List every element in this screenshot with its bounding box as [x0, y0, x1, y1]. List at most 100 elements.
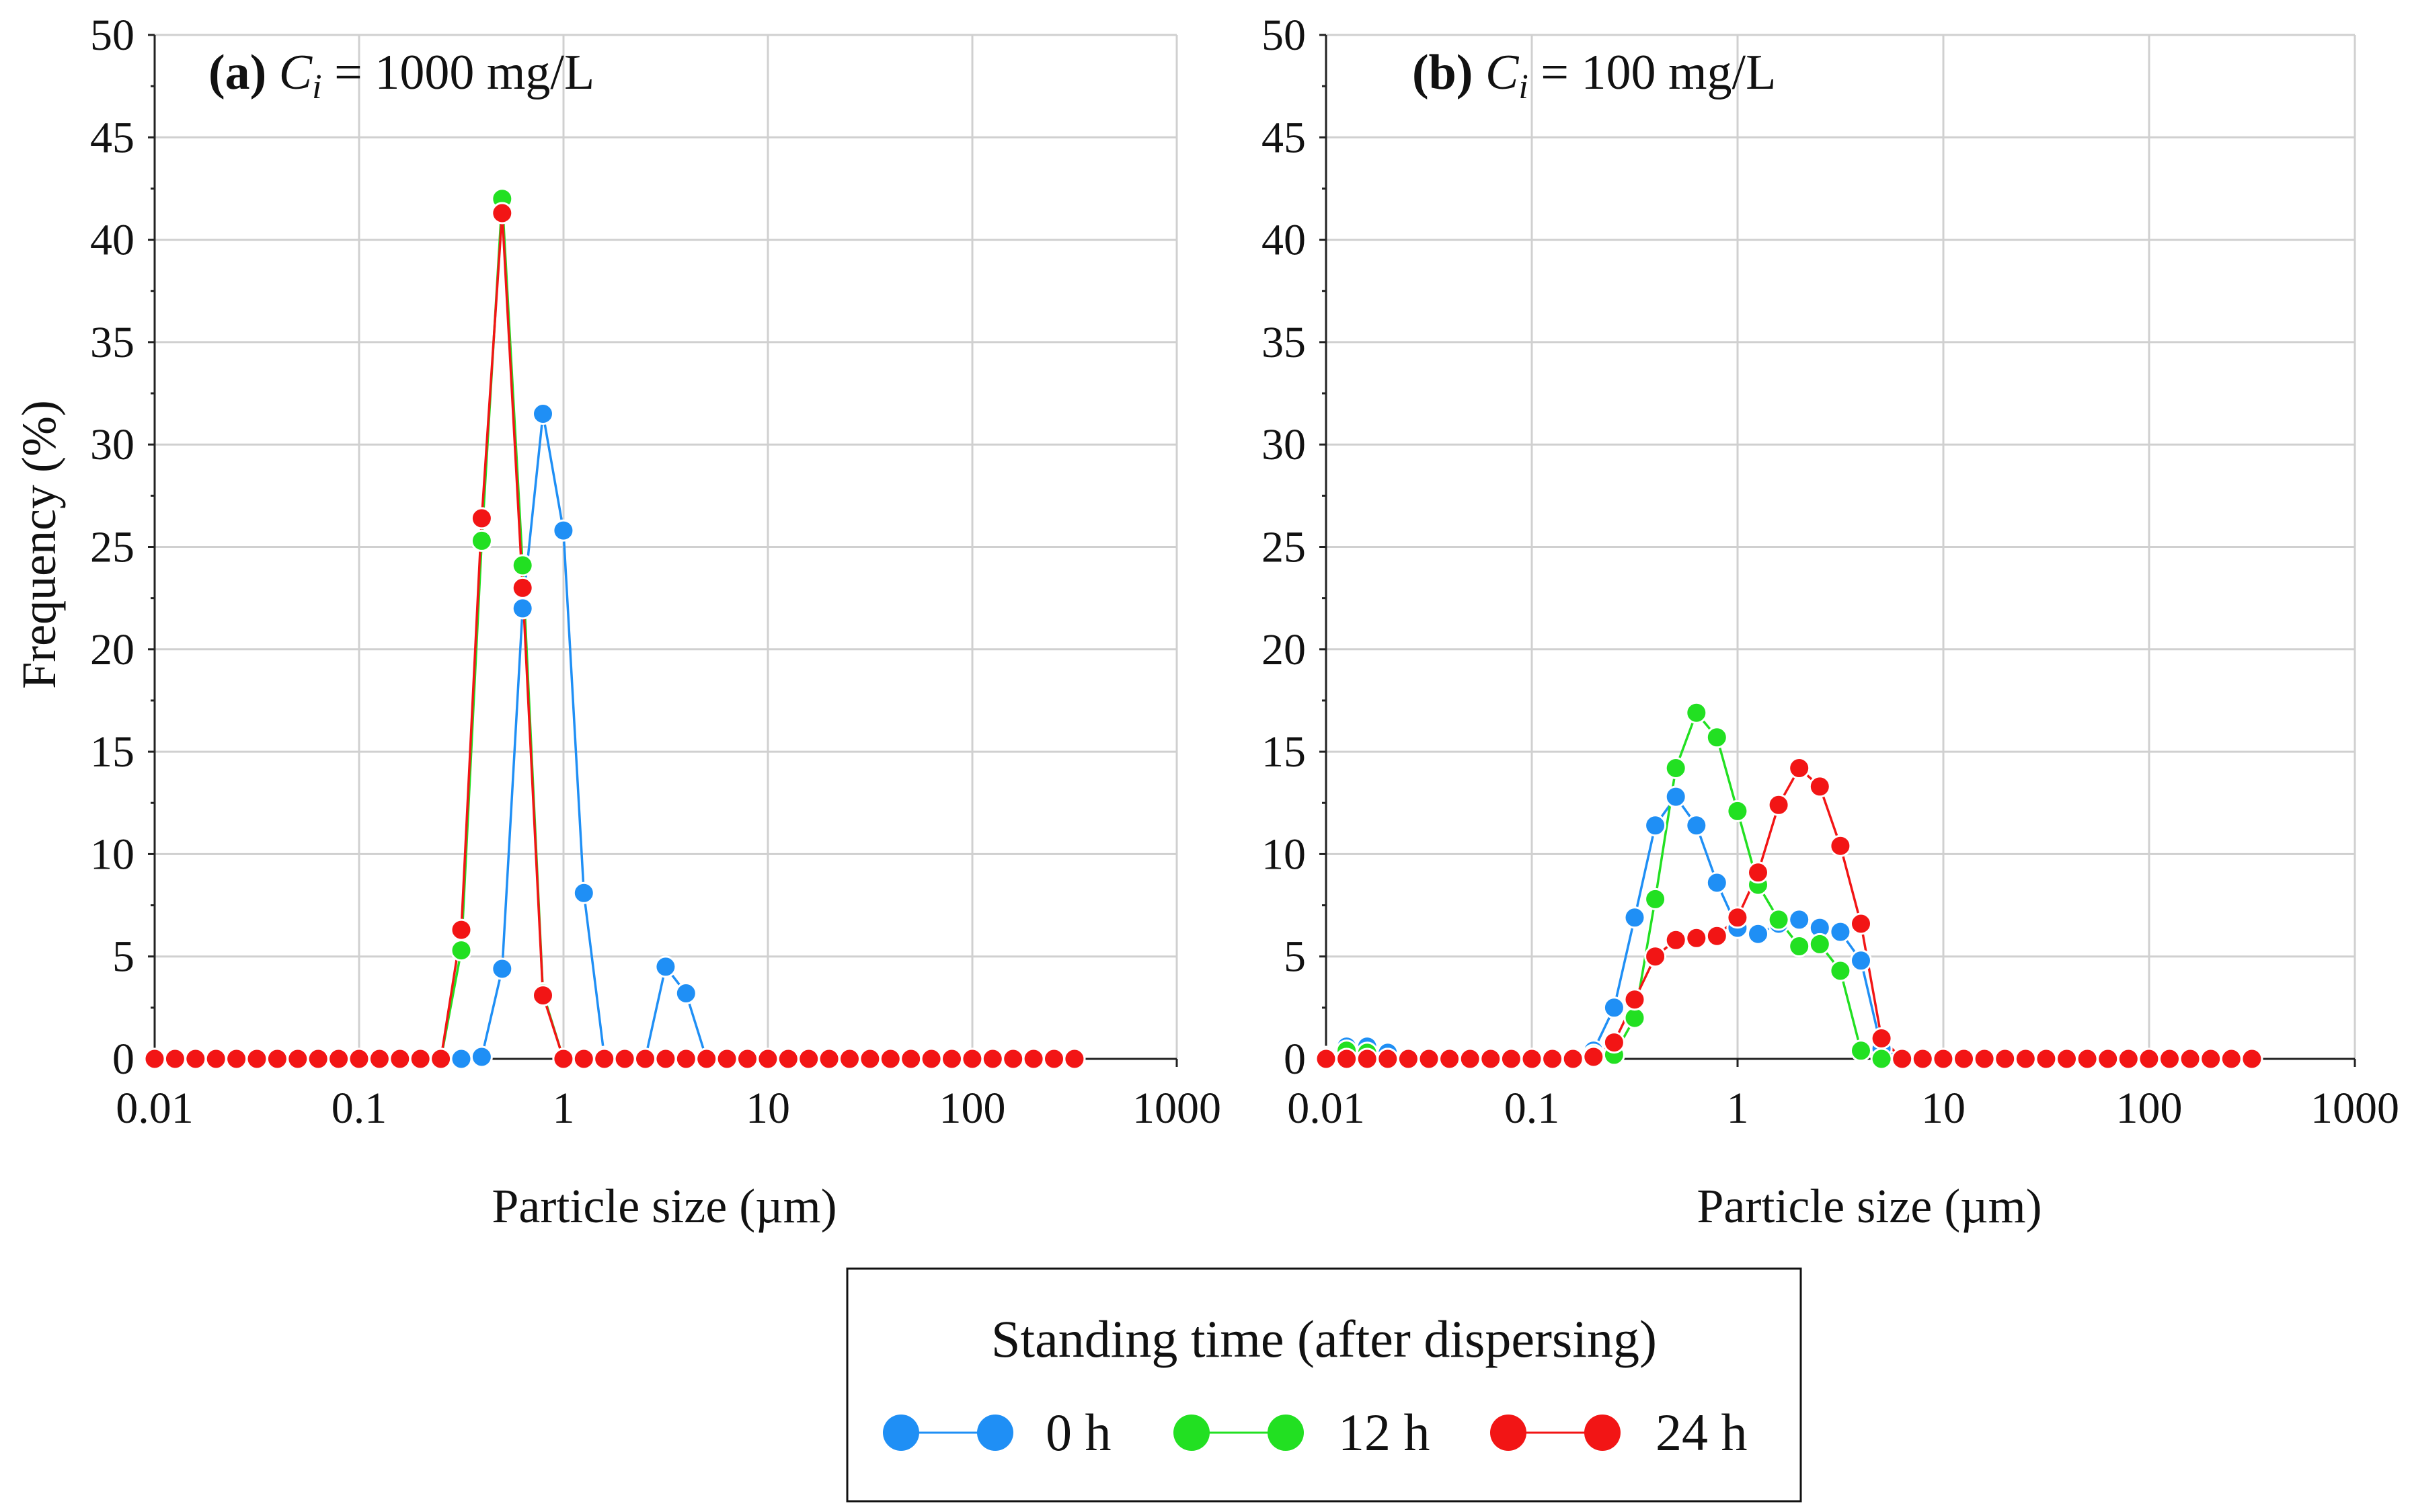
panel-a-data-point-24h: [674, 1047, 697, 1070]
legend-marker-0h: [977, 1415, 1013, 1451]
legend-marker-12h: [1173, 1415, 1210, 1451]
panel-a-data-point-24h: [470, 507, 493, 530]
legend-label-24h: 24 h: [1656, 1403, 1748, 1462]
panel-b-data-point-24h: [1541, 1047, 1564, 1070]
panel-b-data-point-12h: [1788, 935, 1811, 957]
legend-title: Standing time (after dispersing): [991, 1310, 1657, 1368]
panel-b-data-point-24h: [2241, 1047, 2263, 1070]
panel-a-data-point-24h: [430, 1047, 453, 1070]
panel-a-y-tick-label: 50: [90, 11, 134, 60]
legend-marker-0h: [883, 1415, 919, 1451]
panel-b-data-point-24h: [1500, 1047, 1522, 1070]
panel-a-data-point-24h: [511, 576, 534, 599]
panel-a-y-tick-label: 10: [90, 830, 134, 879]
panel-a-data-point-24h: [818, 1047, 841, 1070]
panel-a-data-point-24h: [756, 1047, 779, 1070]
legend-item-0h: 0 h: [883, 1403, 1112, 1462]
panel-a-data-point-24h: [695, 1047, 718, 1070]
panel-b-x-tick-label: 1000: [2310, 1084, 2399, 1133]
panel-b-data-point-0h: [1705, 871, 1728, 894]
panel-b-y-tick-label: 10: [1261, 830, 1306, 879]
panel-a-y-tick-label: 30: [90, 420, 134, 469]
panel-a-data-point-24h: [225, 1047, 248, 1070]
panel-b-data-point-24h: [1891, 1047, 1914, 1070]
legend-label-0h: 0 h: [1046, 1403, 1112, 1462]
panel-b-data-point-24h: [2117, 1047, 2140, 1070]
panel-b-data-point-12h: [1726, 799, 1749, 822]
panel-a-title: (a) Ci = 1000 mg/L: [208, 45, 594, 106]
panel-a-data-point-0h: [552, 519, 575, 542]
panel-a-data-point-12h: [511, 554, 534, 577]
panel-b-y-tick-label: 50: [1261, 11, 1306, 60]
panel-a-data-point-12h: [470, 529, 493, 552]
panel-a-x-tick-label: 10: [746, 1084, 790, 1133]
panel-a-y-tick-label: 5: [112, 932, 134, 982]
legend-marker-12h: [1268, 1415, 1304, 1451]
panel-b-data-point-24h: [2138, 1047, 2161, 1070]
panel-a-data-point-24h: [491, 202, 514, 225]
panel-b-data-point-12h: [1644, 887, 1667, 910]
panel-b-data-point-24h: [1356, 1047, 1378, 1070]
panel-a-data-point-24h: [266, 1047, 288, 1070]
panel-a-y-tick-label: 40: [90, 216, 134, 265]
panel-a-data-point-24h: [736, 1047, 759, 1070]
panel-b-data-point-24h: [1561, 1047, 1584, 1070]
panel-b-data-point-24h: [1932, 1047, 1955, 1070]
panel-a-data-point-24h: [204, 1047, 227, 1070]
panel-b-title: (b) Ci = 100 mg/L: [1412, 45, 1776, 106]
legend: Standing time (after dispersing) 0 h 12 …: [846, 1267, 1802, 1503]
panel-b-data-point-24h: [2200, 1047, 2222, 1070]
panel-a-series-line-24h: [155, 212, 1075, 1060]
panel-b-data-point-12h: [1870, 1047, 1893, 1070]
panel-a-data-point-24h: [143, 1047, 166, 1070]
panel-b-data-point-12h: [1850, 1039, 1872, 1062]
panel-b-data-point-0h: [1644, 814, 1667, 837]
panel-b-data-point-24h: [1767, 793, 1790, 816]
legend-item-12h: 12 h: [1173, 1403, 1430, 1462]
panel-a-data-point-24h: [163, 1047, 186, 1070]
panel-a-data-point-0h: [674, 982, 697, 1004]
panel-b-data-point-24h: [1376, 1047, 1399, 1070]
panel-a-y-axis-label: Frequency (%): [12, 400, 66, 689]
panel-a-data-point-24h: [572, 1047, 595, 1070]
panel-a-data-point-0h: [654, 955, 677, 978]
panel-b-data-point-24h: [1479, 1047, 1502, 1070]
panel-a-data-point-24h: [307, 1047, 329, 1070]
panel-a-x-tick-label: 100: [939, 1084, 1006, 1133]
panel-b-data-point-24h: [1397, 1047, 1420, 1070]
panel-b-data-point-24h: [2159, 1047, 2181, 1070]
panel-b-data-point-24h: [1685, 926, 1708, 949]
panel-a-data-point-24h: [613, 1047, 636, 1070]
panel-a-series-line-0h: [155, 412, 1075, 1060]
panel-b-y-tick-label: 40: [1261, 216, 1306, 265]
panel-a-data-point-0h: [572, 881, 595, 904]
panel-b-data-point-0h: [1829, 920, 1852, 943]
panel-a-x-tick-label: 1: [553, 1084, 575, 1133]
panel-a-x-tick-label: 1000: [1132, 1084, 1221, 1133]
panel-b-data-point-24h: [2014, 1047, 2037, 1070]
panel-a-data-point-0h: [450, 1047, 473, 1070]
panel-b-data-point-0h: [1788, 908, 1811, 931]
legend-marker-24h: [1584, 1415, 1621, 1451]
chart-panel-b: 0 5 10 15 20 25 30 35 40 45 50 0.01 0.1 1 10 100 1000 (b…: [1261, 11, 2399, 1233]
panel-a-data-point-24h: [245, 1047, 268, 1070]
panel-b-data-point-24h: [1829, 834, 1852, 857]
panel-b-data-point-24h: [1808, 775, 1831, 798]
panel-b-y-tick-label: 0: [1284, 1035, 1306, 1084]
panel-b-data-point-24h: [2179, 1047, 2202, 1070]
panel-a-series-line-12h: [155, 197, 1075, 1060]
panel-a-data-point-24h: [409, 1047, 432, 1070]
panel-a-y-tick-label: 0: [112, 1035, 134, 1084]
panel-b-data-point-0h: [1623, 906, 1646, 929]
panel-b-data-point-24h: [1520, 1047, 1543, 1070]
panel-a-data-point-24h: [552, 1047, 575, 1070]
panel-a-y-tick-label: 25: [90, 523, 134, 572]
panel-a-data-point-24h: [879, 1047, 902, 1070]
panel-b-data-point-24h: [1623, 988, 1646, 1011]
panel-b-y-tick-label: 20: [1261, 625, 1306, 674]
panel-b-y-tick-label: 5: [1284, 932, 1306, 982]
panel-b-series-line-24h: [1326, 766, 2252, 1060]
panel-b-data-point-24h: [1953, 1047, 1975, 1070]
panel-a-data-point-24h: [941, 1047, 963, 1070]
panel-b-data-point-12h: [1767, 908, 1790, 931]
